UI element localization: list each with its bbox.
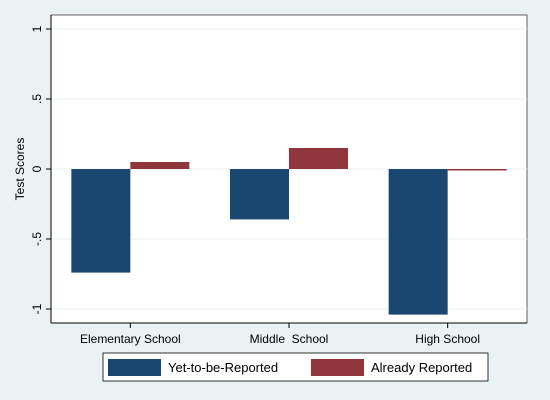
- bar-already-reported: [447, 169, 507, 171]
- bar-already-reported: [289, 148, 348, 169]
- y-axis-title: Test Scores: [13, 138, 27, 201]
- legend: Yet-to-be-Reported Already Reported: [102, 352, 489, 382]
- x-axis: Elementary School Middle School High Schoo…: [51, 322, 527, 346]
- y-tick-label: -.5: [30, 232, 44, 246]
- legend-label: Already Reported: [371, 360, 472, 375]
- x-tick-label: Elementary School: [80, 332, 181, 346]
- bar-already-reported: [130, 162, 190, 169]
- x-tick-label: Middle School: [250, 332, 329, 346]
- bar-yet-to-be-reported: [71, 169, 131, 273]
- legend-label: Yet-to-be-Reported: [168, 360, 278, 375]
- bar-yet-to-be-reported: [388, 169, 448, 315]
- y-tick-label: 0: [30, 165, 44, 172]
- bars-layer: [71, 148, 507, 315]
- y-tick-label: .5: [30, 94, 44, 104]
- x-tick-label: High School: [415, 332, 480, 346]
- legend-swatch: [108, 359, 161, 376]
- bar-yet-to-be-reported: [230, 169, 289, 220]
- y-tick-label: -1: [30, 303, 44, 314]
- legend-swatch: [311, 359, 364, 376]
- y-tick-label: 1: [30, 25, 44, 32]
- y-axis: -1 -.5 0 .5 1: [30, 15, 52, 323]
- legend-box: [102, 352, 489, 382]
